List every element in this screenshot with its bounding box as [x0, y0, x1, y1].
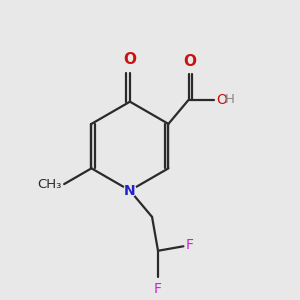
Text: H: H [224, 93, 234, 106]
Text: F: F [186, 238, 194, 252]
Text: F: F [154, 282, 162, 296]
Text: N: N [124, 184, 136, 197]
Text: O: O [184, 54, 196, 69]
Text: CH₃: CH₃ [37, 178, 61, 190]
Text: O: O [216, 93, 227, 107]
Circle shape [124, 184, 136, 197]
Text: O: O [123, 52, 136, 67]
